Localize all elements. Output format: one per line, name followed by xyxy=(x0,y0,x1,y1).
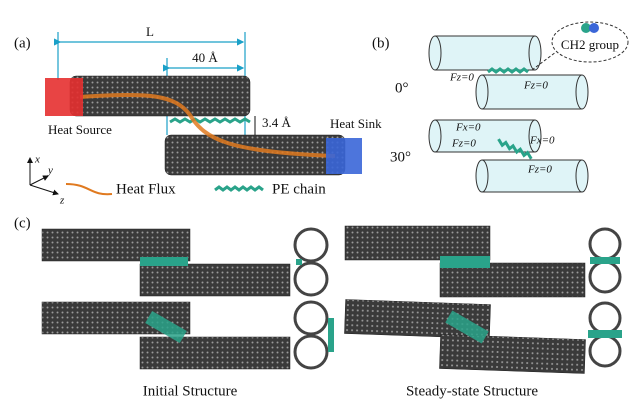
pe-chain xyxy=(440,256,490,268)
cylinder-end xyxy=(429,120,441,152)
cross-section xyxy=(590,303,620,333)
angle-label: 30° xyxy=(390,149,411,165)
angle-label: 0° xyxy=(395,80,409,96)
force-label: Fz=0 xyxy=(523,80,548,92)
cylinder-end xyxy=(429,36,441,70)
cross-section xyxy=(295,336,327,368)
heat-sink-block xyxy=(326,138,362,174)
pe-chain xyxy=(328,318,334,352)
legend-swatch xyxy=(66,184,112,194)
cylinder-end xyxy=(476,75,488,109)
axis-label: z xyxy=(59,195,65,207)
cylinder-end xyxy=(576,75,588,109)
gap-label: 3.4 Å xyxy=(262,115,292,130)
legend-swatch xyxy=(215,187,263,190)
force-label: Fz=0 xyxy=(451,138,476,150)
pe-chain xyxy=(170,119,250,122)
legend-label: Heat Flux xyxy=(116,181,176,197)
panel-label: (b) xyxy=(372,35,390,51)
panel-label: (c) xyxy=(14,215,31,231)
force-label: Fx=0 xyxy=(455,122,481,134)
cylinder-end xyxy=(576,160,588,192)
heat-source-label: Heat Source xyxy=(48,122,112,137)
caption: Initial Structure xyxy=(143,383,238,399)
axis-label: x xyxy=(34,154,40,166)
axis-z xyxy=(30,185,58,194)
nanotube xyxy=(345,226,490,260)
nanotube xyxy=(440,263,585,297)
force-label: Fz=0 xyxy=(449,72,474,84)
pe-chain xyxy=(590,257,620,264)
atom xyxy=(589,23,599,33)
cross-section xyxy=(590,229,620,259)
cylinder-end xyxy=(529,36,541,70)
overlap-label: 40 Å xyxy=(192,50,218,65)
pe-chain xyxy=(140,257,188,266)
cylinder xyxy=(435,36,535,70)
callout-label: CH2 group xyxy=(561,37,619,52)
cross-section xyxy=(590,262,620,292)
axis-label: y xyxy=(47,165,53,177)
pe-chain xyxy=(488,69,528,72)
pe-chain xyxy=(588,330,622,338)
cross-section xyxy=(590,336,620,366)
panel-label: (a) xyxy=(14,35,31,51)
cross-section xyxy=(295,263,327,295)
nanotube xyxy=(42,229,190,261)
cylinder xyxy=(435,120,535,152)
cross-section xyxy=(295,229,327,261)
cross-section xyxy=(295,302,327,334)
figure: (a) L 40 Å 3.4 Å Heat Source Heat Sink x… xyxy=(0,0,638,406)
cylinder-end xyxy=(476,160,488,192)
pe-chain xyxy=(296,259,302,265)
nanotube xyxy=(140,337,290,369)
nanotube xyxy=(439,334,585,373)
heat-source-block xyxy=(45,78,83,116)
force-label: Fx=0 xyxy=(529,135,555,147)
heat-sink-label: Heat Sink xyxy=(330,116,382,131)
force-label: Fz=0 xyxy=(527,164,552,176)
caption: Steady-state Structure xyxy=(406,383,538,399)
legend-label: PE chain xyxy=(272,181,326,197)
nanotube xyxy=(140,264,290,296)
axis-y xyxy=(30,176,48,185)
length-label: L xyxy=(146,24,154,39)
